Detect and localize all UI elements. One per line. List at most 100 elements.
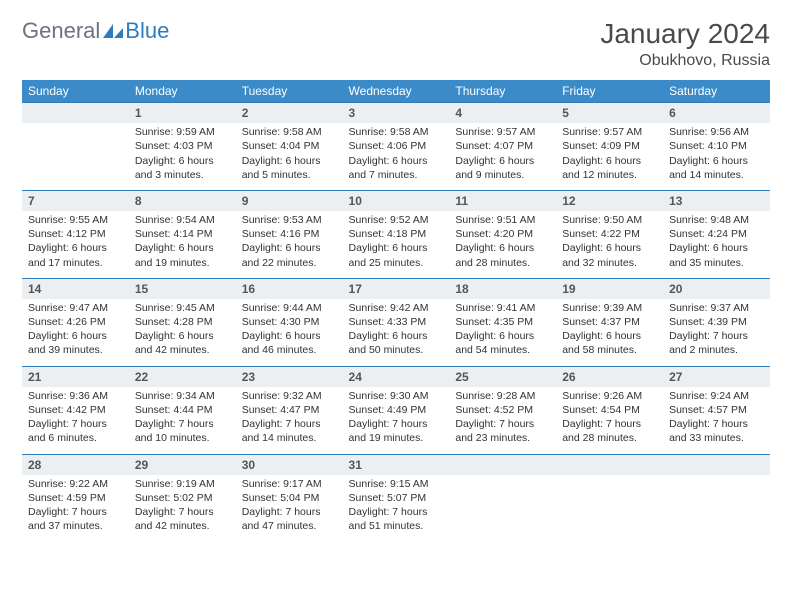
daylight-text: Daylight: 6 hours and 19 minutes. [135, 241, 230, 269]
day-info-cell: Sunrise: 9:56 AMSunset: 4:10 PMDaylight:… [663, 123, 770, 190]
day-info-cell: Sunrise: 9:28 AMSunset: 4:52 PMDaylight:… [449, 387, 556, 454]
sunset-text: Sunset: 4:33 PM [349, 315, 444, 329]
day-info-cell: Sunrise: 9:55 AMSunset: 4:12 PMDaylight:… [22, 211, 129, 278]
sunrise-text: Sunrise: 9:57 AM [455, 125, 550, 139]
weekday-header: Friday [556, 80, 663, 103]
daylight-text: Daylight: 6 hours and 28 minutes. [455, 241, 550, 269]
sunset-text: Sunset: 4:18 PM [349, 227, 444, 241]
sunset-text: Sunset: 4:57 PM [669, 403, 764, 417]
day-info-row: Sunrise: 9:36 AMSunset: 4:42 PMDaylight:… [22, 387, 770, 454]
day-number-row: 28293031 [22, 454, 770, 475]
day-number-cell: 13 [663, 190, 770, 211]
daylight-text: Daylight: 7 hours and 37 minutes. [28, 505, 123, 533]
weekday-header: Sunday [22, 80, 129, 103]
weekday-header: Saturday [663, 80, 770, 103]
sunrise-text: Sunrise: 9:55 AM [28, 213, 123, 227]
day-info-row: Sunrise: 9:47 AMSunset: 4:26 PMDaylight:… [22, 299, 770, 366]
daylight-text: Daylight: 6 hours and 46 minutes. [242, 329, 337, 357]
daylight-text: Daylight: 6 hours and 50 minutes. [349, 329, 444, 357]
day-number-cell: 25 [449, 366, 556, 387]
daylight-text: Daylight: 7 hours and 28 minutes. [562, 417, 657, 445]
daylight-text: Daylight: 6 hours and 39 minutes. [28, 329, 123, 357]
sunrise-text: Sunrise: 9:34 AM [135, 389, 230, 403]
sunrise-text: Sunrise: 9:15 AM [349, 477, 444, 491]
day-number-cell: 20 [663, 278, 770, 299]
sunrise-text: Sunrise: 9:45 AM [135, 301, 230, 315]
sunset-text: Sunset: 4:03 PM [135, 139, 230, 153]
day-number-cell: 14 [22, 278, 129, 299]
title-block: January 2024 Obukhovo, Russia [600, 18, 770, 70]
day-number-cell: 22 [129, 366, 236, 387]
day-info-cell: Sunrise: 9:26 AMSunset: 4:54 PMDaylight:… [556, 387, 663, 454]
sunset-text: Sunset: 4:49 PM [349, 403, 444, 417]
sunrise-text: Sunrise: 9:58 AM [242, 125, 337, 139]
logo-sail-icon [103, 24, 123, 38]
sunset-text: Sunset: 4:26 PM [28, 315, 123, 329]
day-info-cell: Sunrise: 9:34 AMSunset: 4:44 PMDaylight:… [129, 387, 236, 454]
day-number-cell: 18 [449, 278, 556, 299]
daylight-text: Daylight: 6 hours and 35 minutes. [669, 241, 764, 269]
day-info-cell [556, 475, 663, 542]
day-number-cell: 4 [449, 103, 556, 124]
daylight-text: Daylight: 6 hours and 3 minutes. [135, 154, 230, 182]
day-number-cell: 6 [663, 103, 770, 124]
sunset-text: Sunset: 4:39 PM [669, 315, 764, 329]
sunrise-text: Sunrise: 9:26 AM [562, 389, 657, 403]
day-number-cell: 31 [343, 454, 450, 475]
daylight-text: Daylight: 7 hours and 23 minutes. [455, 417, 550, 445]
sunset-text: Sunset: 4:07 PM [455, 139, 550, 153]
sunrise-text: Sunrise: 9:22 AM [28, 477, 123, 491]
day-number-cell [556, 454, 663, 475]
day-info-cell: Sunrise: 9:36 AMSunset: 4:42 PMDaylight:… [22, 387, 129, 454]
month-title: January 2024 [600, 18, 770, 50]
day-number-cell: 24 [343, 366, 450, 387]
daylight-text: Daylight: 6 hours and 14 minutes. [669, 154, 764, 182]
sunset-text: Sunset: 4:22 PM [562, 227, 657, 241]
sunrise-text: Sunrise: 9:44 AM [242, 301, 337, 315]
day-number-cell: 19 [556, 278, 663, 299]
sunrise-text: Sunrise: 9:54 AM [135, 213, 230, 227]
sunrise-text: Sunrise: 9:37 AM [669, 301, 764, 315]
header: General Blue January 2024 Obukhovo, Russ… [22, 18, 770, 70]
sunset-text: Sunset: 4:42 PM [28, 403, 123, 417]
sunrise-text: Sunrise: 9:47 AM [28, 301, 123, 315]
day-number-row: 14151617181920 [22, 278, 770, 299]
sunset-text: Sunset: 4:16 PM [242, 227, 337, 241]
day-info-cell [22, 123, 129, 190]
sunrise-text: Sunrise: 9:39 AM [562, 301, 657, 315]
day-info-row: Sunrise: 9:59 AMSunset: 4:03 PMDaylight:… [22, 123, 770, 190]
sunrise-text: Sunrise: 9:42 AM [349, 301, 444, 315]
day-info-cell: Sunrise: 9:39 AMSunset: 4:37 PMDaylight:… [556, 299, 663, 366]
sunset-text: Sunset: 4:06 PM [349, 139, 444, 153]
sunrise-text: Sunrise: 9:48 AM [669, 213, 764, 227]
day-info-row: Sunrise: 9:55 AMSunset: 4:12 PMDaylight:… [22, 211, 770, 278]
day-number-cell: 27 [663, 366, 770, 387]
logo: General Blue [22, 18, 169, 44]
logo-text-blue: Blue [125, 18, 169, 44]
daylight-text: Daylight: 7 hours and 51 minutes. [349, 505, 444, 533]
day-number-cell: 21 [22, 366, 129, 387]
logo-text-general: General [22, 18, 100, 44]
day-number-cell: 11 [449, 190, 556, 211]
day-info-cell: Sunrise: 9:32 AMSunset: 4:47 PMDaylight:… [236, 387, 343, 454]
day-number-cell: 30 [236, 454, 343, 475]
sunrise-text: Sunrise: 9:28 AM [455, 389, 550, 403]
sunset-text: Sunset: 4:28 PM [135, 315, 230, 329]
daylight-text: Daylight: 6 hours and 25 minutes. [349, 241, 444, 269]
daylight-text: Daylight: 6 hours and 22 minutes. [242, 241, 337, 269]
sunrise-text: Sunrise: 9:17 AM [242, 477, 337, 491]
day-number-row: 21222324252627 [22, 366, 770, 387]
sunset-text: Sunset: 4:47 PM [242, 403, 337, 417]
day-number-cell: 9 [236, 190, 343, 211]
daylight-text: Daylight: 6 hours and 54 minutes. [455, 329, 550, 357]
day-number-cell: 1 [129, 103, 236, 124]
day-number-cell: 29 [129, 454, 236, 475]
daylight-text: Daylight: 6 hours and 32 minutes. [562, 241, 657, 269]
sunset-text: Sunset: 4:04 PM [242, 139, 337, 153]
day-info-cell: Sunrise: 9:58 AMSunset: 4:04 PMDaylight:… [236, 123, 343, 190]
day-info-cell: Sunrise: 9:24 AMSunset: 4:57 PMDaylight:… [663, 387, 770, 454]
sunset-text: Sunset: 4:54 PM [562, 403, 657, 417]
day-number-cell: 5 [556, 103, 663, 124]
day-info-cell: Sunrise: 9:51 AMSunset: 4:20 PMDaylight:… [449, 211, 556, 278]
sunrise-text: Sunrise: 9:56 AM [669, 125, 764, 139]
